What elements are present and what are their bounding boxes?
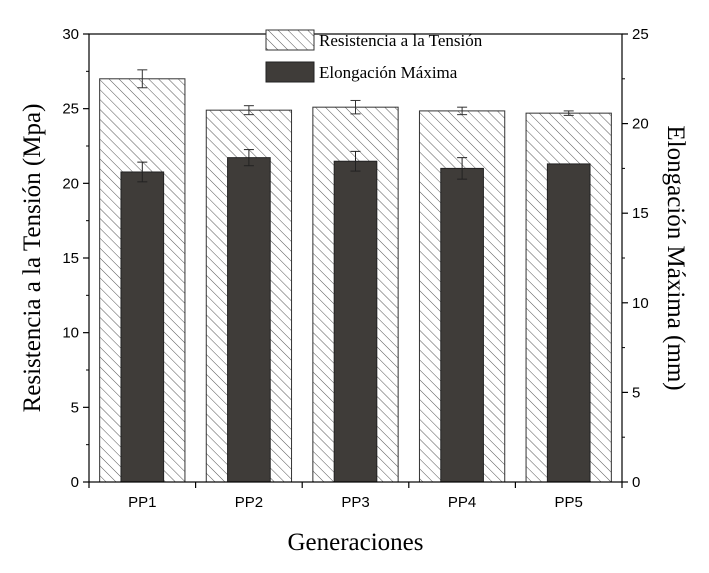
ytick-left-label: 20 — [62, 175, 79, 192]
legend-label-elongacion: Elongación Máxima — [319, 63, 458, 82]
legend-label-resistencia: Resistencia a la Tensión — [319, 31, 483, 50]
xtick-label-pp5: PP5 — [555, 494, 583, 511]
ytick-right-label: 15 — [632, 205, 649, 222]
ytick-right-label: 5 — [632, 384, 640, 401]
legend-swatch-resistencia — [265, 29, 315, 51]
ytick-right-label: 25 — [632, 26, 649, 43]
ytick-left-label: 25 — [62, 101, 79, 118]
ytick-left-label: 30 — [62, 26, 79, 43]
xtick-label-pp3: PP3 — [341, 494, 369, 511]
ytick-right-label: 0 — [632, 474, 640, 491]
xtick-label-pp4: PP4 — [448, 494, 476, 511]
bar-elongacion-pp1 — [120, 171, 165, 483]
ytick-left-label: 10 — [62, 325, 79, 342]
ticks-layer: 0 5 10 15 20 25 30 0 5 10 15 20 25 PP1 PP2 PP3 PP4 PP5 — [62, 26, 648, 511]
legend-swatch-elongacion — [265, 61, 315, 83]
axis-titles: Generaciones Resistencia a la Tensión (Mp… — [19, 104, 689, 556]
bar-elongacion-pp3 — [333, 160, 378, 483]
ytick-right-label: 20 — [632, 116, 649, 133]
bar-elongacion-pp5 — [546, 163, 591, 483]
y-axis-title-left: Resistencia a la Tensión (Mpa) — [19, 104, 46, 413]
bar-elongacion-pp2 — [227, 157, 271, 483]
bars-layer — [99, 69, 612, 483]
bar-elongacion-pp4 — [440, 167, 484, 483]
ytick-left-label: 15 — [62, 250, 79, 267]
xtick-label-pp2: PP2 — [235, 494, 263, 511]
ytick-right-label: 10 — [632, 295, 649, 312]
legend: Resistencia a la Tensión Elongación Máxim… — [265, 29, 483, 83]
ytick-left-label: 0 — [71, 474, 79, 491]
x-axis-title: Generaciones — [287, 529, 423, 556]
xtick-label-pp1: PP1 — [128, 494, 156, 511]
ytick-left-label: 5 — [71, 399, 79, 416]
y-axis-title-right: Elongación Máxima (mm) — [662, 125, 689, 390]
